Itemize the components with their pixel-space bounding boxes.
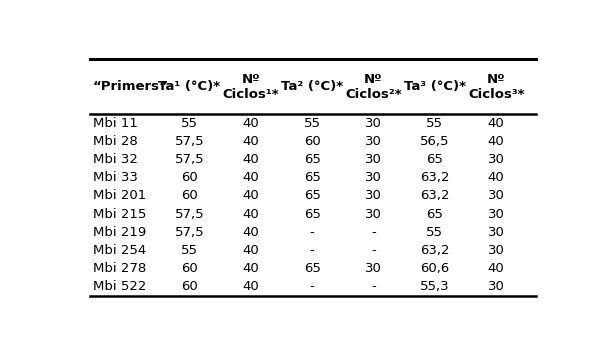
Text: -: - [371,226,376,239]
Text: Ta² (°C)*: Ta² (°C)* [281,80,343,93]
Text: 30: 30 [365,208,382,221]
Text: 30: 30 [365,153,382,166]
Text: 40: 40 [242,280,259,293]
Text: 40: 40 [488,171,505,184]
Text: Mbi 278: Mbi 278 [93,262,146,275]
Text: 57,5: 57,5 [175,135,204,148]
Text: Mbi 11: Mbi 11 [93,117,138,130]
Text: Mbi 33: Mbi 33 [93,171,138,184]
Text: 30: 30 [488,226,505,239]
Text: 65: 65 [304,190,320,203]
Text: “Primers”: “Primers” [93,80,169,93]
Text: 57,5: 57,5 [175,153,204,166]
Text: -: - [310,244,314,257]
Text: Nº
Ciclos¹*: Nº Ciclos¹* [222,73,279,101]
Text: Mbi 32: Mbi 32 [93,153,138,166]
Text: 60: 60 [181,262,198,275]
Text: 57,5: 57,5 [175,226,204,239]
Text: Mbi 201: Mbi 201 [93,190,146,203]
Text: 30: 30 [365,135,382,148]
Text: Nº
Ciclos²*: Nº Ciclos²* [345,73,402,101]
Text: 63,2: 63,2 [420,190,449,203]
Text: 63,2: 63,2 [420,171,449,184]
Text: 65: 65 [426,153,443,166]
Text: 40: 40 [242,153,259,166]
Text: 40: 40 [242,208,259,221]
Text: 30: 30 [365,190,382,203]
Text: 55: 55 [181,117,198,130]
Text: Mbi 215: Mbi 215 [93,208,146,221]
Text: 40: 40 [242,171,259,184]
Text: -: - [371,244,376,257]
Text: 40: 40 [488,262,505,275]
Text: 40: 40 [242,244,259,257]
Text: 30: 30 [488,244,505,257]
Text: 40: 40 [488,135,505,148]
Text: 55,3: 55,3 [420,280,449,293]
Text: 57,5: 57,5 [175,208,204,221]
Text: 30: 30 [365,171,382,184]
Text: 40: 40 [242,190,259,203]
Text: -: - [310,226,314,239]
Text: 65: 65 [304,262,320,275]
Text: -: - [310,280,314,293]
Text: 56,5: 56,5 [420,135,449,148]
Text: 55: 55 [426,117,443,130]
Text: 60: 60 [181,171,198,184]
Text: 40: 40 [242,226,259,239]
Text: 60: 60 [304,135,320,148]
Text: 65: 65 [304,208,320,221]
Text: 30: 30 [488,208,505,221]
Text: 30: 30 [488,153,505,166]
Text: 63,2: 63,2 [420,244,449,257]
Text: 60: 60 [181,280,198,293]
Text: 40: 40 [242,135,259,148]
Text: 65: 65 [304,153,320,166]
Text: -: - [371,280,376,293]
Text: 40: 40 [242,262,259,275]
Text: 60: 60 [181,190,198,203]
Text: Mbi 219: Mbi 219 [93,226,146,239]
Text: 60,6: 60,6 [420,262,449,275]
Text: 40: 40 [488,117,505,130]
Text: 40: 40 [242,117,259,130]
Text: 55: 55 [304,117,320,130]
Text: Ta¹ (°C)*: Ta¹ (°C)* [158,80,220,93]
Text: 30: 30 [488,280,505,293]
Text: 55: 55 [181,244,198,257]
Text: 30: 30 [365,262,382,275]
Text: 55: 55 [426,226,443,239]
Text: Ta³ (°C)*: Ta³ (°C)* [404,80,466,93]
Text: 65: 65 [304,171,320,184]
Text: Mbi 254: Mbi 254 [93,244,146,257]
Text: 65: 65 [426,208,443,221]
Text: Nº
Ciclos³*: Nº Ciclos³* [468,73,524,101]
Text: Mbi 28: Mbi 28 [93,135,138,148]
Text: Mbi 522: Mbi 522 [93,280,146,293]
Text: 30: 30 [488,190,505,203]
Text: 30: 30 [365,117,382,130]
